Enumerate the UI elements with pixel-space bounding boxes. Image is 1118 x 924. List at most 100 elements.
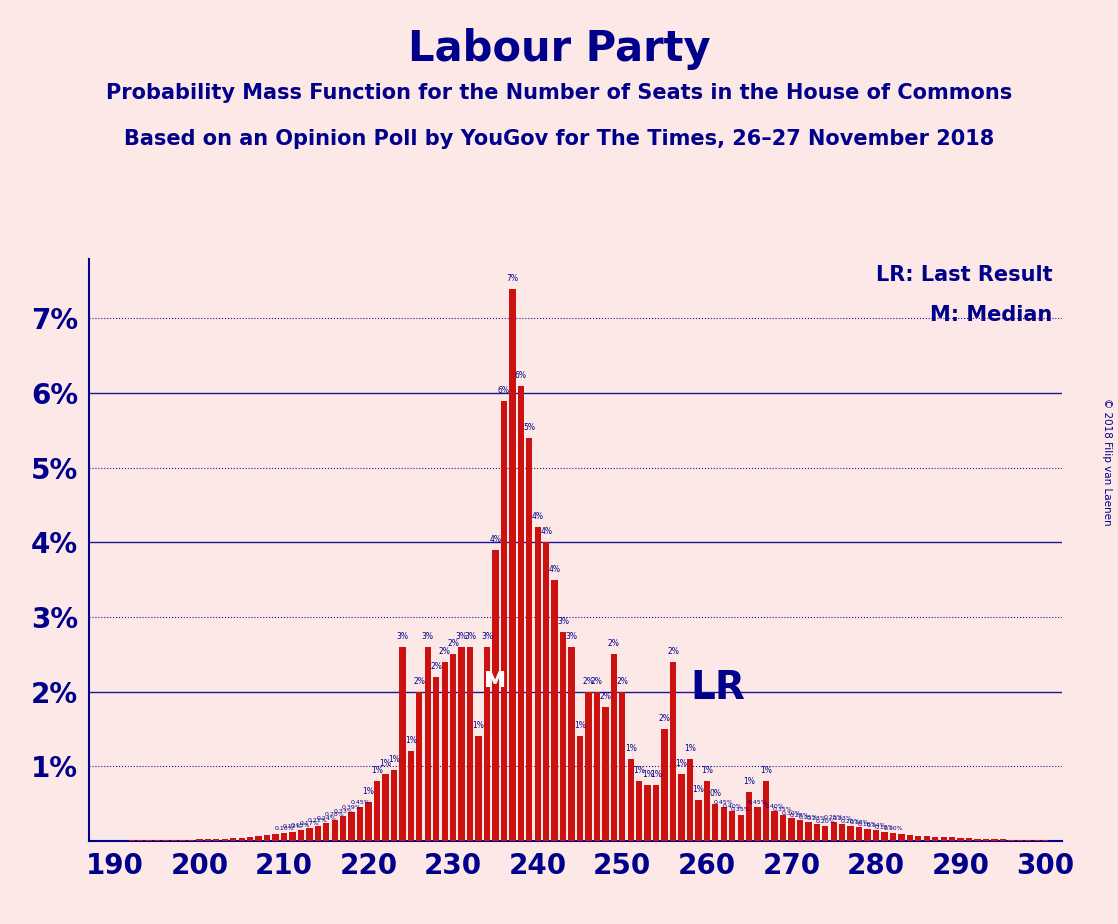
- Text: 0.35%: 0.35%: [731, 808, 750, 812]
- Bar: [992, 839, 997, 841]
- Text: 3%: 3%: [566, 632, 578, 641]
- Text: 0.25%: 0.25%: [824, 815, 844, 820]
- Bar: [373, 781, 380, 841]
- Bar: [188, 840, 195, 841]
- Bar: [1008, 840, 1014, 841]
- Text: 1%: 1%: [362, 787, 375, 796]
- Text: 4%: 4%: [490, 535, 501, 544]
- Bar: [797, 820, 803, 841]
- Text: Probability Mass Function for the Number of Seats in the House of Commons: Probability Mass Function for the Number…: [106, 83, 1012, 103]
- Text: 1%: 1%: [760, 766, 773, 775]
- Text: 0.20%: 0.20%: [815, 819, 835, 823]
- Text: 2%: 2%: [438, 647, 451, 656]
- Bar: [238, 837, 245, 841]
- Text: 2%: 2%: [447, 639, 459, 649]
- Text: 0.45%: 0.45%: [714, 800, 733, 805]
- Bar: [670, 662, 676, 841]
- Bar: [983, 839, 989, 841]
- Bar: [686, 759, 693, 841]
- Text: 0.12%: 0.12%: [874, 824, 894, 830]
- Bar: [662, 729, 667, 841]
- Bar: [425, 647, 430, 841]
- Text: 0.21%: 0.21%: [307, 819, 328, 823]
- Text: Labour Party: Labour Party: [408, 28, 710, 69]
- Text: 0.15%: 0.15%: [291, 822, 311, 828]
- Bar: [721, 808, 727, 841]
- Text: 1%: 1%: [684, 744, 695, 753]
- Bar: [831, 822, 837, 841]
- Bar: [703, 781, 710, 841]
- Text: 0.14%: 0.14%: [866, 823, 885, 828]
- Bar: [501, 400, 508, 841]
- Text: 0.40%: 0.40%: [765, 804, 785, 808]
- Bar: [416, 691, 423, 841]
- Bar: [780, 815, 786, 841]
- Text: 1%: 1%: [633, 766, 645, 775]
- Bar: [923, 836, 930, 841]
- Bar: [890, 833, 897, 841]
- Bar: [712, 804, 719, 841]
- Text: 0.28%: 0.28%: [790, 813, 809, 818]
- Bar: [467, 647, 473, 841]
- Bar: [738, 815, 743, 841]
- Text: 0.40%: 0.40%: [722, 804, 742, 808]
- Text: 0.18%: 0.18%: [850, 821, 869, 825]
- Text: 0.17%: 0.17%: [300, 821, 320, 826]
- Bar: [449, 654, 456, 841]
- Bar: [847, 826, 854, 841]
- Text: 7%: 7%: [506, 274, 519, 283]
- Bar: [771, 811, 778, 841]
- Bar: [805, 822, 812, 841]
- Bar: [949, 837, 955, 841]
- Bar: [755, 808, 760, 841]
- Bar: [864, 829, 871, 841]
- Bar: [932, 837, 938, 841]
- Bar: [340, 816, 347, 841]
- Text: 0.24%: 0.24%: [316, 816, 337, 821]
- Bar: [306, 828, 313, 841]
- Bar: [881, 832, 888, 841]
- Text: 3%: 3%: [464, 632, 476, 641]
- Text: 2%: 2%: [616, 676, 628, 686]
- Text: 0.10%: 0.10%: [274, 826, 294, 831]
- Bar: [484, 647, 490, 841]
- Bar: [603, 707, 608, 841]
- Bar: [247, 837, 254, 841]
- Bar: [399, 647, 406, 841]
- Bar: [636, 781, 643, 841]
- Text: 2%: 2%: [667, 647, 679, 656]
- Bar: [366, 802, 371, 841]
- Bar: [653, 784, 660, 841]
- Text: 6%: 6%: [514, 371, 527, 380]
- Bar: [349, 812, 354, 841]
- Text: 1%: 1%: [388, 755, 400, 764]
- Text: 0%: 0%: [709, 788, 721, 797]
- Text: 3%: 3%: [456, 632, 467, 641]
- Bar: [442, 662, 448, 841]
- Bar: [281, 833, 287, 841]
- Text: 2%: 2%: [430, 662, 442, 671]
- Text: 0.23%: 0.23%: [832, 817, 852, 821]
- Bar: [568, 647, 575, 841]
- Bar: [332, 820, 338, 841]
- Bar: [264, 835, 271, 841]
- Text: 0.33%: 0.33%: [333, 808, 353, 814]
- Bar: [586, 691, 591, 841]
- Bar: [543, 542, 549, 841]
- Bar: [408, 751, 414, 841]
- Text: M: M: [484, 671, 506, 691]
- Text: 4%: 4%: [549, 565, 560, 574]
- Bar: [458, 647, 465, 841]
- Text: © 2018 Filip van Laenen: © 2018 Filip van Laenen: [1102, 398, 1112, 526]
- Text: 1%: 1%: [379, 759, 391, 768]
- Bar: [290, 832, 295, 841]
- Text: Based on an Opinion Poll by YouGov for The Times, 26–27 November 2018: Based on an Opinion Poll by YouGov for T…: [124, 129, 994, 150]
- Text: 1%: 1%: [405, 736, 417, 746]
- Text: 3%: 3%: [397, 632, 408, 641]
- Bar: [492, 550, 499, 841]
- Bar: [357, 808, 363, 841]
- Text: LR: LR: [690, 668, 745, 707]
- Text: 1%: 1%: [651, 770, 662, 779]
- Text: 0.25%: 0.25%: [798, 815, 818, 820]
- Text: 0.39%: 0.39%: [342, 805, 361, 809]
